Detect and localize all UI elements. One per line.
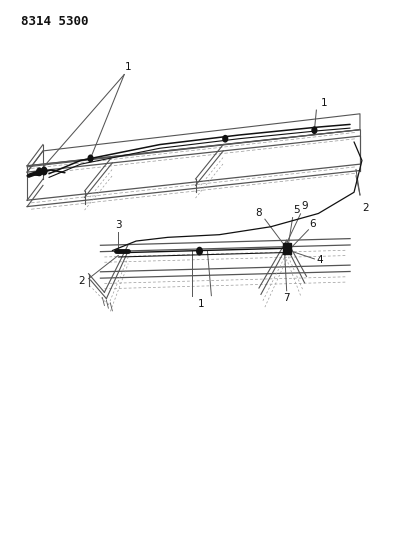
Circle shape xyxy=(41,167,47,175)
Text: 2: 2 xyxy=(362,203,369,213)
Circle shape xyxy=(88,155,93,161)
Text: 1: 1 xyxy=(125,62,132,72)
Circle shape xyxy=(223,135,228,142)
Circle shape xyxy=(37,168,42,175)
Text: 7: 7 xyxy=(283,293,290,303)
Text: 6: 6 xyxy=(310,219,316,229)
Text: 1: 1 xyxy=(320,99,327,109)
Circle shape xyxy=(312,127,317,133)
Text: 1: 1 xyxy=(198,300,205,309)
Circle shape xyxy=(197,247,202,255)
Text: 2: 2 xyxy=(78,276,85,286)
Text: 9: 9 xyxy=(302,201,308,211)
Text: 8314 5300: 8314 5300 xyxy=(21,14,89,28)
Text: 4: 4 xyxy=(316,255,323,265)
Text: 3: 3 xyxy=(115,220,122,230)
Bar xyxy=(283,243,290,254)
Text: 5: 5 xyxy=(293,205,300,215)
Text: 8: 8 xyxy=(255,207,262,217)
